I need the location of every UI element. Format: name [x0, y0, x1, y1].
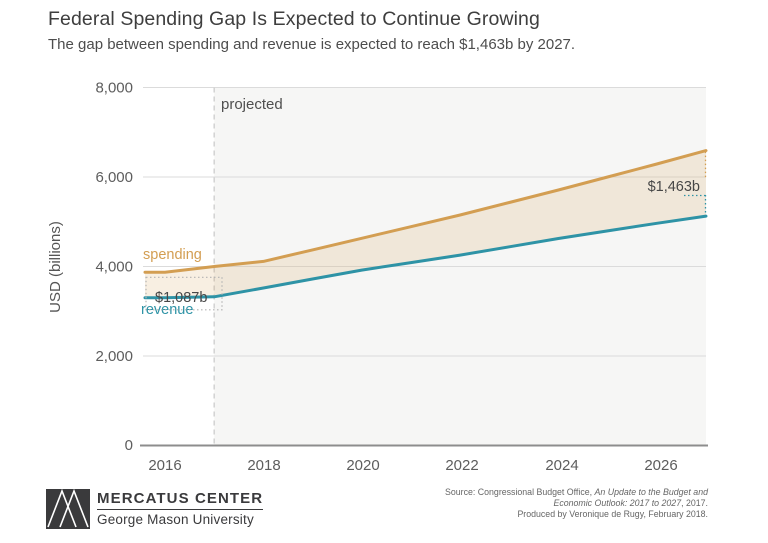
revenue-label: revenue	[141, 302, 193, 318]
y-tick-4000: 4,000	[95, 259, 133, 276]
gap-start-box	[145, 276, 223, 311]
x-tick-2026: 2026	[644, 457, 677, 474]
mercatus-logo-icon	[46, 489, 90, 529]
source-line-3: Produced by Veronique de Rugy, February …	[517, 508, 708, 519]
revenue-line	[143, 214, 708, 300]
projected-label: projected	[221, 96, 283, 113]
mercatus-center-wordmark: MERCATUS CENTER	[97, 490, 264, 507]
spending-line	[143, 149, 708, 274]
george-mason-wordmark: George Mason University	[97, 512, 254, 527]
footer-brand-divider	[97, 509, 264, 510]
y-tick-2000: 2,000	[95, 348, 133, 365]
y-tick-6000: 6,000	[95, 169, 133, 186]
source-note: Source: Congressional Budget Office, An …	[388, 487, 708, 519]
y-axis-title: USD (billions)	[47, 221, 64, 313]
x-tick-2018: 2018	[247, 457, 280, 474]
chart-title: Federal Spending Gap Is Expected to Cont…	[48, 8, 540, 30]
x-tick-2022: 2022	[445, 457, 478, 474]
gap-end-value: $1,463b	[648, 179, 700, 195]
x-tick-2024: 2024	[545, 457, 578, 474]
gap-start-value: $1,087b	[155, 290, 207, 306]
chart-subtitle: The gap between spending and revenue is …	[48, 36, 576, 53]
spending-label: spending	[143, 247, 202, 263]
gridlines	[143, 87, 706, 357]
x-tick-2020: 2020	[346, 457, 379, 474]
y-tick-0: 0	[125, 437, 133, 454]
y-tick-8000: 8,000	[95, 80, 133, 97]
footer-brand: MERCATUS CENTER George Mason University	[97, 490, 264, 527]
source-line-1: Source: Congressional Budget Office, An …	[445, 487, 708, 497]
x-tick-2016: 2016	[148, 457, 181, 474]
source-line-2: Economic Outlook: 2017 to 2027, 2017.	[553, 497, 708, 508]
